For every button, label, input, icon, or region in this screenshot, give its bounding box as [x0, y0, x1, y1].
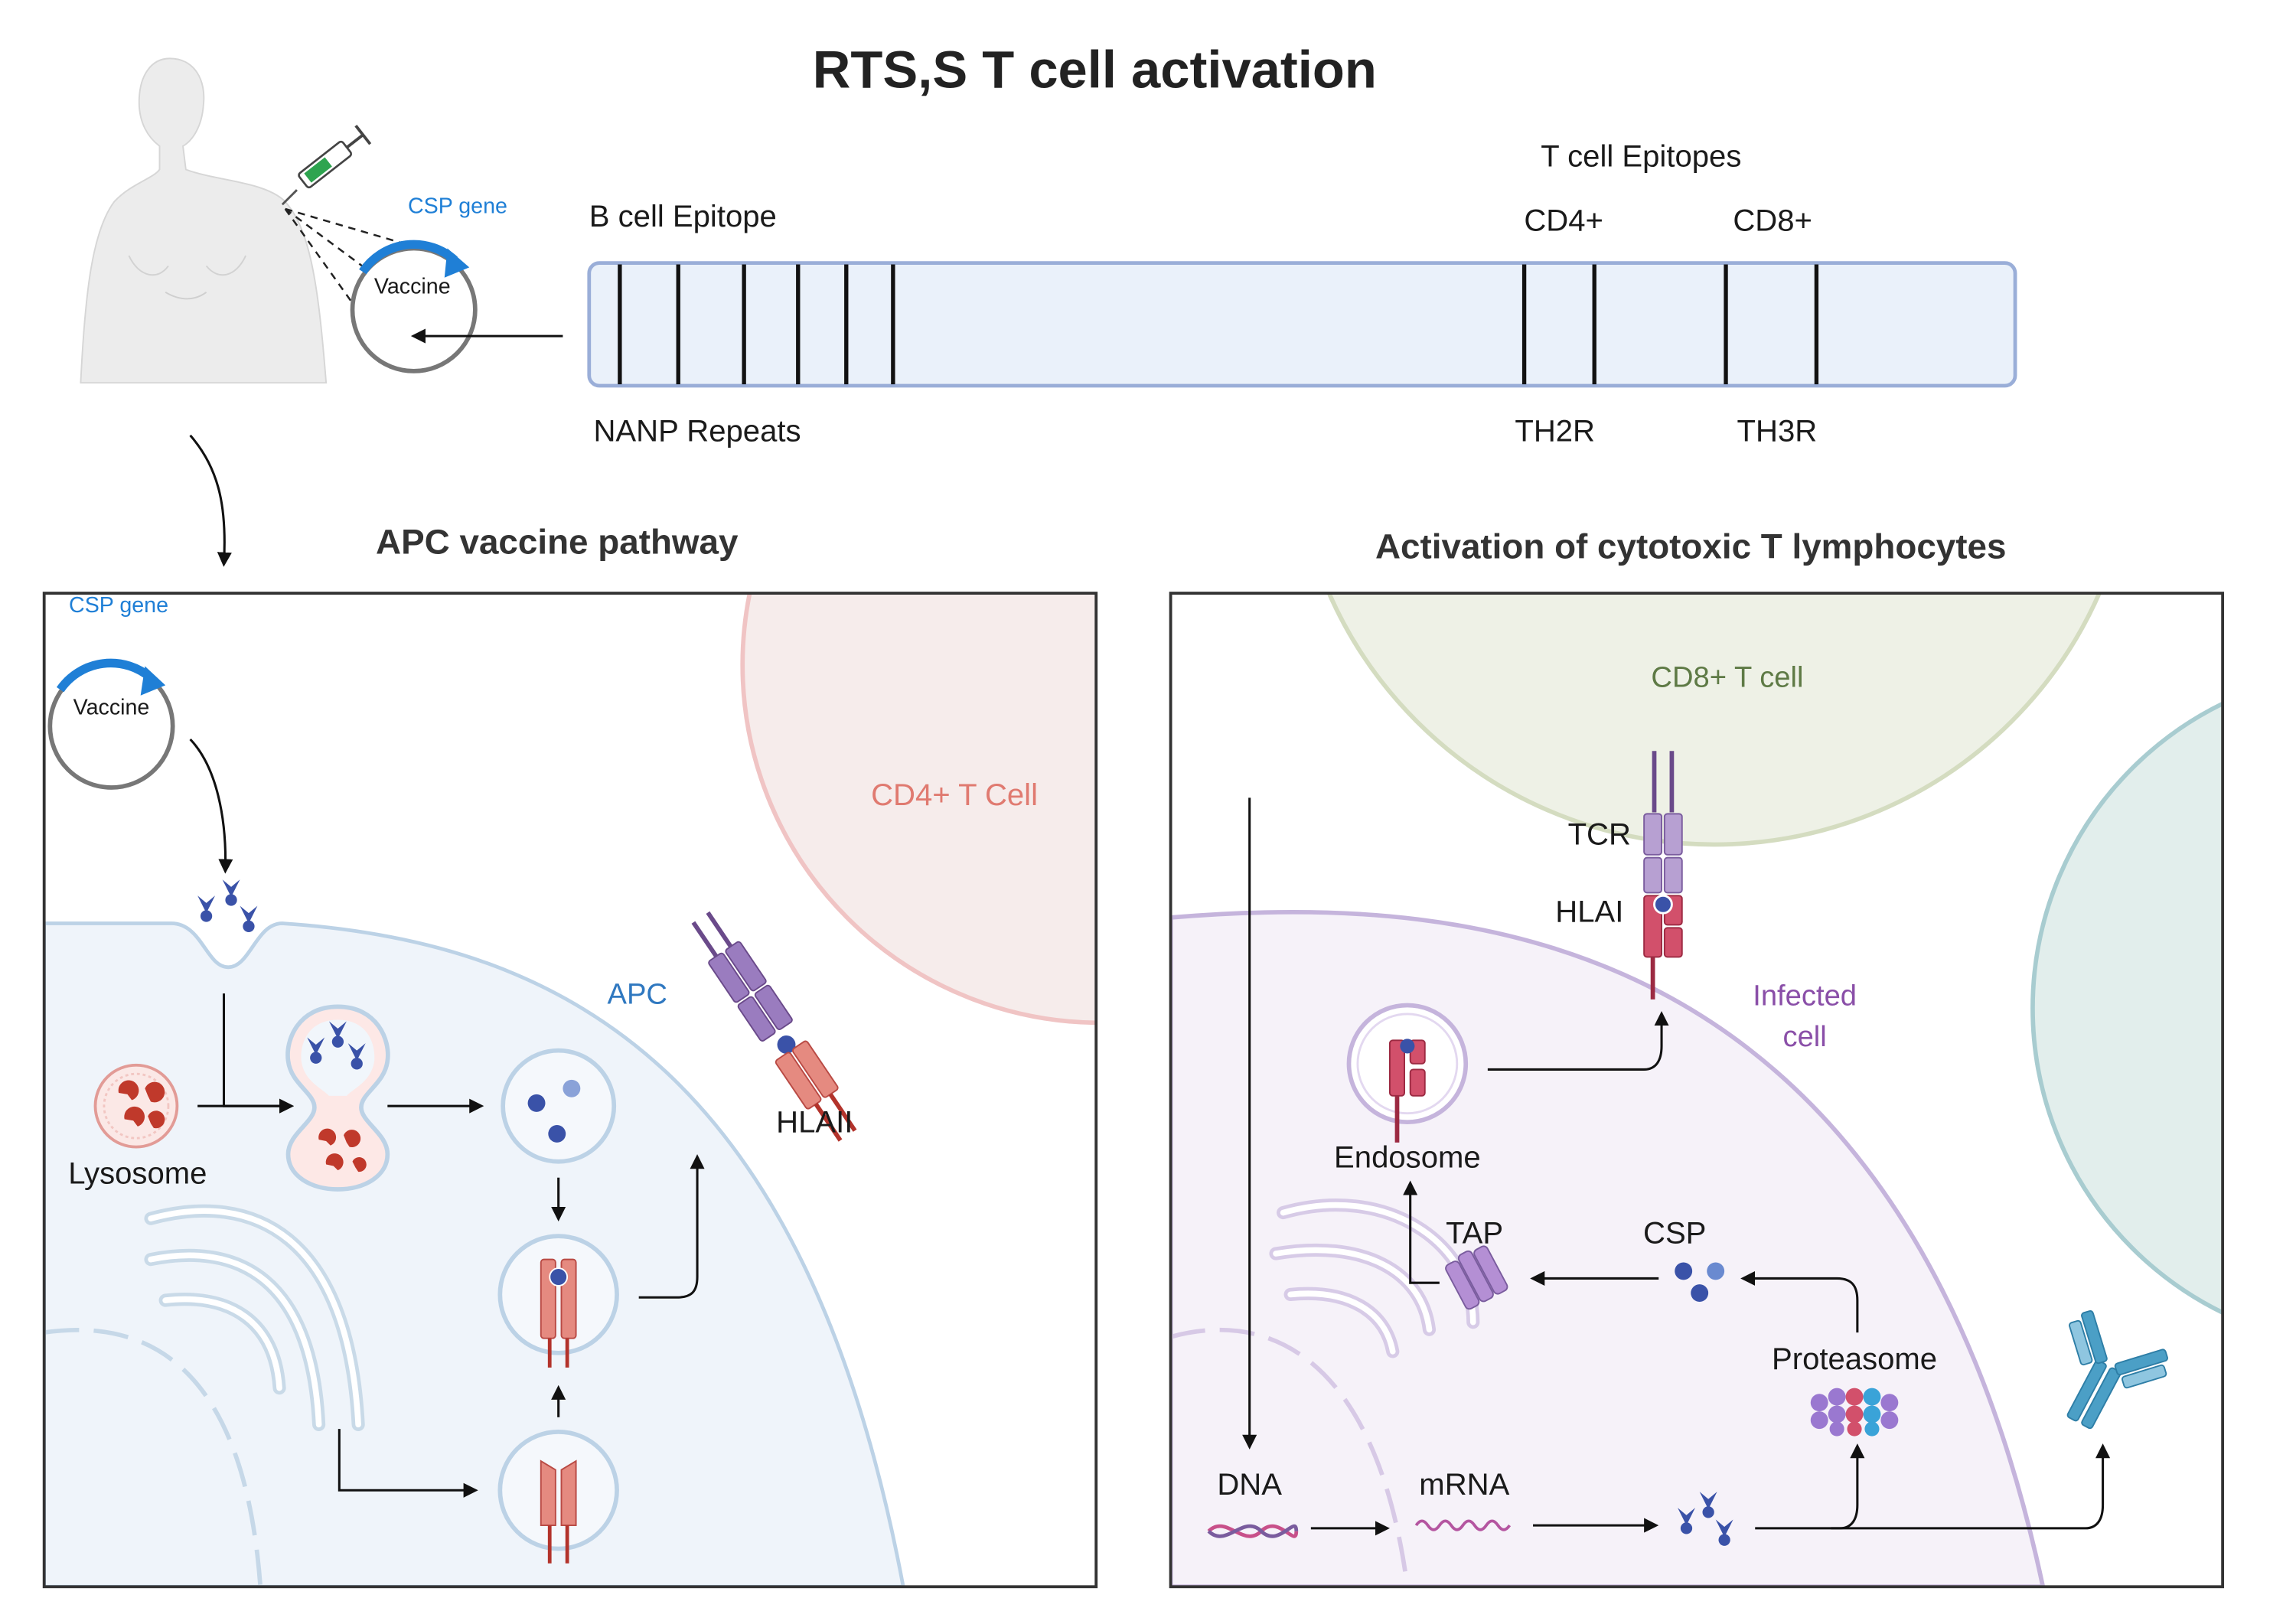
infected-cell-label-line1: Infected	[1753, 979, 1857, 1012]
th3r-label: TH3R	[1737, 415, 1818, 448]
endolysosome-fusion-icon	[285, 1004, 390, 1192]
endosome-icon	[1346, 1003, 1469, 1143]
csp-gene-label-top: CSP gene	[408, 194, 507, 219]
apc-nucleus	[44, 1327, 263, 1587]
cd4-t-cell-body	[740, 593, 1097, 1026]
page-title: RTS,S T cell activation	[813, 41, 1377, 99]
infected-cell-label-line2: cell	[1782, 1020, 1826, 1053]
csp-label: CSP	[1643, 1217, 1706, 1251]
csp-construct-bar	[587, 261, 2017, 388]
golgi-to-vesicle-arrow	[338, 1429, 478, 1498]
cd8-t-cell-label: CD8+ T cell	[1651, 660, 1803, 693]
proteasome-icon	[1810, 1388, 1899, 1437]
tap-to-endosome-arrow	[1403, 1180, 1440, 1284]
dna-helix-icon	[1207, 1524, 1299, 1538]
infected-nucleus	[1170, 1327, 1410, 1587]
empty-mhc-vesicle-icon	[497, 1430, 619, 1564]
ctl-panel-frame	[1169, 592, 2225, 1589]
tap-label: TAP	[1446, 1217, 1503, 1251]
vaccine-label-apc: Vaccine	[73, 696, 150, 720]
mhc-loading-vesicle-icon	[497, 1234, 619, 1368]
hlai-label: HLAI	[1555, 895, 1623, 929]
hlaii-label: HLAII	[776, 1106, 853, 1140]
injection-rays	[284, 207, 461, 312]
cd8-t-cell-body	[1326, 593, 2102, 847]
tap-transporter-icon	[1445, 1245, 1508, 1310]
neighbor-cell-body	[2030, 701, 2223, 1316]
peptide-vesicle-icon	[501, 1048, 617, 1164]
vaccine-plasmid-apc: Vaccine	[47, 658, 175, 790]
csp-peptides-icon	[1675, 1262, 1725, 1302]
cd4-epitope-label: CD4+	[1524, 204, 1603, 238]
csp-gene-label-apc: CSP gene	[69, 593, 168, 618]
th2r-label: TH2R	[1515, 415, 1595, 448]
endosome-label: Endosome	[1334, 1140, 1481, 1174]
apc-panel-frame	[42, 592, 1098, 1589]
cd4-t-cell-label: CD4+ T Cell	[871, 778, 1038, 812]
vaccine-to-uptake-arrow	[189, 738, 233, 874]
t-cell-epitopes-label: T cell Epitopes	[1541, 140, 1741, 174]
tcr-hlai-complex-icon	[1643, 751, 1683, 1000]
hlaii-tcr-complex-icon	[691, 911, 857, 1142]
vesicle-to-surface-arrow	[638, 1154, 705, 1299]
human-figure-icon	[80, 57, 328, 384]
dna-label: DNA	[1217, 1468, 1282, 1502]
proteasome-label: Proteasome	[1772, 1342, 1937, 1376]
protein-to-antibody-arrow	[1831, 1443, 2111, 1530]
tcr-label: TCR	[1568, 817, 1631, 851]
b-cell-epitope-label: B cell Epitope	[589, 200, 777, 233]
vaccine-label-top: Vaccine	[374, 275, 451, 299]
cd8-epitope-label: CD8+	[1733, 204, 1812, 238]
lysosome-label: Lysosome	[68, 1156, 207, 1190]
apc-label: APC	[608, 978, 668, 1011]
endosome-to-surface-arrow	[1487, 1011, 1669, 1071]
lysosome-icon	[93, 1063, 179, 1149]
epitope-markers	[618, 264, 1819, 385]
mrna-label: mRNA	[1419, 1468, 1509, 1502]
proteasome-to-csp-arrow	[1740, 1270, 1859, 1333]
nanp-repeats-label: NANP Repeats	[594, 415, 801, 448]
vaccine-plasmid-top: Vaccine	[350, 240, 478, 373]
antibody-icon	[2066, 1309, 2168, 1430]
ctl-panel-heading: Activation of cytotoxic T lymphocytes	[1375, 527, 2007, 566]
apc-panel-content	[44, 593, 1097, 1587]
human-to-panel-arrow	[189, 434, 232, 567]
mrna-strand-icon	[1414, 1519, 1512, 1531]
apc-panel-heading: APC vaccine pathway	[376, 523, 739, 562]
apc-cell-body	[44, 921, 905, 1587]
syringe-icon	[281, 124, 372, 206]
